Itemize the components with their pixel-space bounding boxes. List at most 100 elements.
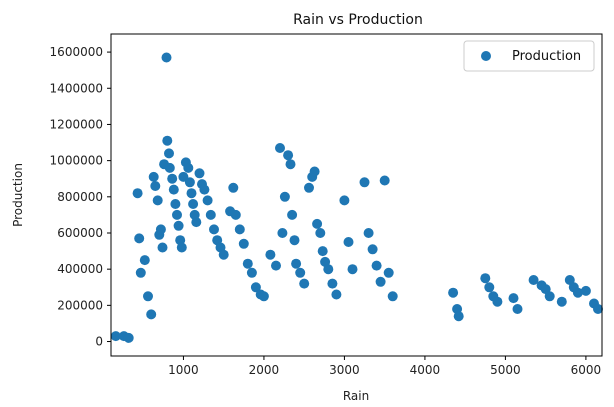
data-point — [230, 209, 241, 220]
data-point — [315, 228, 326, 238]
data-point — [359, 177, 370, 188]
data-point — [183, 162, 194, 173]
data-point — [205, 209, 216, 220]
data-point — [379, 175, 390, 186]
x-tick-label: 6000 — [571, 363, 602, 377]
data-point — [453, 311, 464, 322]
plot-frame — [110, 33, 603, 357]
x-axis-label: Rain — [343, 389, 369, 403]
data-point — [135, 267, 146, 278]
data-point — [186, 188, 197, 199]
data-point — [347, 264, 358, 275]
data-point — [164, 162, 175, 173]
data-point — [155, 224, 166, 235]
data-point — [512, 304, 523, 314]
legend: Production — [463, 40, 595, 72]
data-point — [508, 293, 519, 304]
data-point — [339, 195, 350, 206]
plot-area — [110, 52, 603, 343]
data-point — [209, 224, 219, 235]
data-point — [173, 220, 184, 231]
data-point — [148, 171, 159, 182]
data-point — [146, 309, 157, 320]
data-point — [150, 181, 161, 191]
data-point — [191, 217, 202, 228]
data-point — [556, 296, 567, 307]
data-point — [167, 173, 178, 184]
data-point — [162, 135, 173, 146]
data-point — [371, 260, 382, 271]
data-point — [110, 331, 121, 342]
data-point — [572, 287, 583, 298]
legend-label: Production — [512, 49, 581, 64]
data-point — [299, 278, 310, 289]
data-point — [275, 143, 285, 153]
data-point — [387, 291, 398, 302]
data-point — [331, 289, 342, 300]
data-point — [202, 195, 213, 206]
data-point — [170, 199, 181, 209]
data-point — [279, 191, 290, 202]
data-point — [134, 233, 145, 244]
chart-title: Rain vs Production — [293, 12, 423, 28]
data-point — [317, 246, 328, 257]
data-point — [343, 237, 354, 247]
data-point — [123, 332, 134, 343]
data-point — [228, 182, 239, 193]
y-tick-label: 800000 — [57, 190, 103, 204]
data-point — [271, 260, 281, 271]
y-tick-label: 400000 — [57, 262, 103, 276]
data-point — [323, 264, 334, 275]
data-point — [375, 276, 386, 287]
data-point — [238, 238, 249, 249]
y-axis: 0 200000 400000 600000 800000 1000000 1200000 1… — [50, 45, 111, 349]
data-point — [289, 235, 300, 246]
data-point — [164, 148, 174, 159]
data-point — [172, 209, 182, 220]
data-point — [277, 228, 288, 238]
data-point — [480, 273, 491, 284]
data-point — [176, 242, 187, 253]
data-point — [287, 209, 298, 220]
data-point — [218, 249, 229, 260]
x-tick-label: 4000 — [410, 363, 441, 377]
legend-box — [463, 40, 595, 72]
y-axis-label: Production — [11, 163, 25, 227]
data-point — [544, 291, 555, 302]
y-tick-label: 200000 — [57, 298, 103, 312]
data-point — [152, 195, 163, 206]
data-point — [258, 291, 269, 302]
data-point — [139, 255, 150, 266]
x-tick-label: 2000 — [249, 363, 280, 377]
data-point — [283, 150, 294, 161]
data-point — [161, 52, 172, 63]
data-point — [199, 184, 210, 195]
data-point — [593, 304, 603, 314]
data-point — [580, 285, 591, 296]
data-point — [265, 249, 276, 260]
x-tick-label: 5000 — [490, 363, 521, 377]
data-point — [157, 242, 168, 253]
x-tick-label: 1000 — [168, 363, 199, 377]
data-point — [242, 258, 253, 269]
data-point — [304, 182, 314, 193]
data-point — [132, 188, 143, 199]
data-point — [250, 282, 261, 293]
x-tick-label: 3000 — [329, 363, 360, 377]
data-point — [291, 258, 302, 269]
x-axis: 1000 2000 3000 4000 5000 6000 — [168, 356, 601, 377]
data-point — [234, 224, 245, 235]
data-point — [363, 228, 374, 238]
y-tick-label: 1000000 — [50, 154, 103, 168]
data-point — [492, 296, 503, 307]
data-point — [448, 287, 459, 298]
data-point — [143, 291, 153, 302]
y-tick-label: 600000 — [57, 226, 103, 240]
y-tick-label: 1200000 — [50, 117, 103, 131]
data-point — [246, 267, 257, 278]
data-point — [285, 159, 296, 170]
data-point — [383, 267, 394, 278]
data-point — [528, 275, 539, 285]
data-point — [168, 184, 179, 195]
